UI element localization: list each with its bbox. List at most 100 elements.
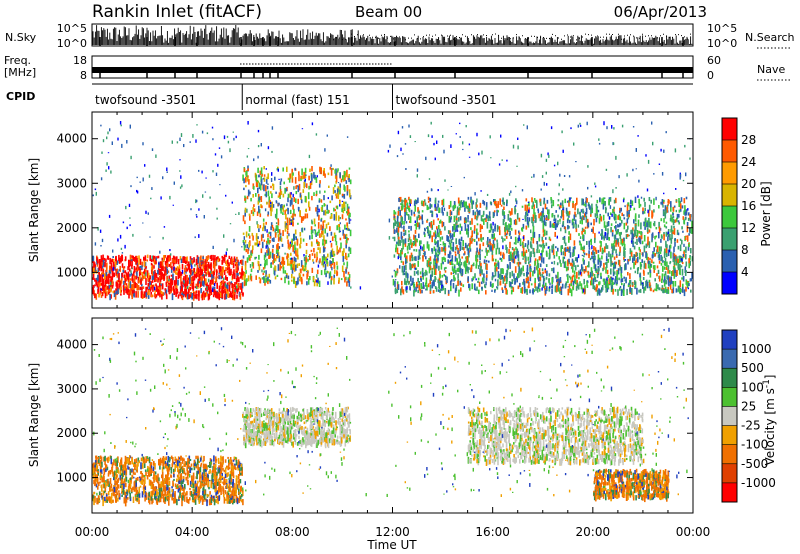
heatmap-cell (433, 258, 435, 266)
heatmap-cell (400, 231, 403, 239)
heatmap-cell (177, 294, 180, 299)
heatmap-cell (490, 223, 492, 227)
heatmap-cell (115, 281, 118, 287)
heatmap-cell (602, 236, 604, 239)
heatmap-cell (453, 268, 455, 274)
heatmap-cell (314, 174, 316, 179)
heatmap-cell (518, 217, 521, 222)
heatmap-cell (441, 257, 444, 264)
heatmap-cell (314, 229, 317, 235)
heatmap-cell (615, 187, 617, 189)
heatmap-cell (149, 289, 152, 292)
heatmap-cell (578, 270, 580, 276)
heatmap-cell (418, 224, 421, 228)
heatmap-cell (328, 210, 330, 213)
heatmap-cell (426, 226, 429, 230)
heatmap-cell (493, 275, 495, 278)
heatmap-cell (414, 199, 417, 205)
heatmap-cell (106, 136, 108, 140)
power-y-label: Slant Range [km] (27, 158, 41, 262)
heatmap-cell (572, 221, 575, 227)
heatmap-cell (611, 232, 614, 237)
heatmap-cell (450, 239, 453, 243)
heatmap-cell (123, 289, 125, 295)
heatmap-cell (493, 233, 495, 238)
heatmap-cell (408, 214, 410, 220)
heatmap-cell (582, 208, 584, 214)
heatmap-cell (436, 214, 438, 218)
heatmap-cell (297, 222, 299, 225)
heatmap-cell (470, 267, 472, 273)
heatmap-cell (255, 233, 258, 240)
heatmap-cell (412, 263, 415, 267)
heatmap-cell (549, 282, 551, 286)
heatmap-cell (459, 241, 462, 247)
heatmap-cell (611, 213, 613, 217)
heatmap-cell (93, 261, 95, 268)
heatmap-cell (304, 213, 307, 219)
heatmap-cell (657, 284, 659, 289)
heatmap-cell (316, 239, 318, 244)
heatmap-cell (177, 279, 179, 286)
heatmap-cell (571, 266, 573, 269)
heatmap-cell (153, 265, 155, 269)
heatmap-cell (556, 284, 558, 292)
noise-left-tick-top: 10^5 (57, 22, 87, 35)
heatmap-cell (649, 269, 652, 273)
heatmap-cell (478, 237, 480, 242)
heatmap-cell (146, 254, 149, 259)
heatmap-cell (184, 291, 187, 298)
heatmap-cell (402, 270, 405, 276)
heatmap-cell (242, 215, 245, 222)
heatmap-cell (590, 279, 593, 286)
heatmap-cell (651, 254, 654, 259)
heatmap-cell (203, 275, 205, 279)
heatmap-cell (422, 200, 425, 207)
heatmap-cell (345, 276, 347, 281)
heatmap-cell (252, 211, 255, 215)
heatmap-cell (617, 241, 620, 247)
heatmap-cell (258, 174, 260, 177)
heatmap-cell (546, 199, 549, 204)
heatmap-cell (427, 200, 430, 203)
heatmap-cell (263, 166, 265, 170)
heatmap-cell (643, 271, 645, 276)
heatmap-cell (186, 263, 189, 266)
heatmap-cell (522, 245, 525, 250)
heatmap-cell (418, 214, 421, 221)
heatmap-cell (572, 285, 575, 291)
heatmap-cell (501, 275, 503, 280)
heatmap-cell (464, 242, 467, 249)
heatmap-cell (248, 254, 250, 261)
heatmap-cell (155, 154, 157, 158)
heatmap-cell (580, 271, 583, 277)
heatmap-cell (674, 241, 676, 247)
heatmap-cell (299, 232, 302, 237)
heatmap-cell (331, 236, 334, 241)
heatmap-cell (310, 228, 313, 235)
heatmap-cell (252, 207, 254, 211)
heatmap-cell (606, 269, 609, 275)
heatmap-cell (539, 198, 541, 203)
heatmap-cell (165, 292, 168, 296)
heatmap-cell (212, 254, 214, 261)
heatmap-cell (560, 227, 562, 232)
heatmap-cell (614, 261, 616, 269)
heatmap-cell (339, 183, 341, 189)
heatmap-cell (212, 170, 214, 173)
heatmap-cell (668, 248, 671, 253)
heatmap-cell (311, 122, 314, 126)
heatmap-cell (409, 255, 411, 262)
heatmap-cell (613, 265, 615, 270)
heatmap-cell (518, 235, 520, 239)
heatmap-cell (285, 213, 287, 220)
heatmap-cell (561, 200, 564, 207)
heatmap-cell (122, 221, 125, 224)
heatmap-cell (577, 208, 579, 215)
heatmap-cell (172, 204, 174, 206)
heatmap-cell (538, 268, 541, 275)
heatmap-cell (101, 238, 104, 243)
heatmap-cell (596, 206, 599, 209)
heatmap-cell (533, 266, 536, 273)
heatmap-cell (630, 229, 632, 235)
